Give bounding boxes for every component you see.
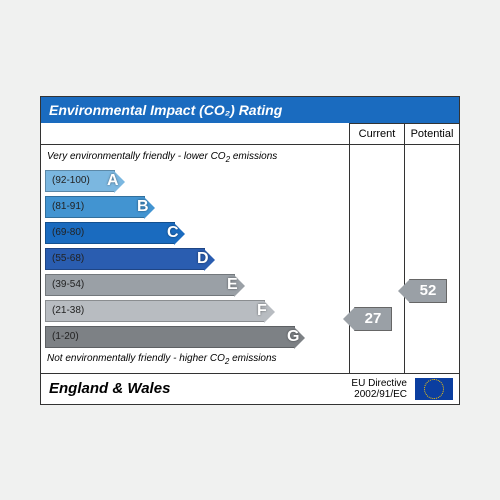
eu-flag-stars (424, 379, 444, 399)
header-spacer (41, 123, 349, 144)
title-bar: Environmental Impact (CO₂) Rating (41, 97, 459, 123)
band-bar-A: (92-100) (45, 170, 115, 192)
band-range-C: (69-80) (46, 227, 84, 238)
band-letter-C: C (167, 224, 179, 242)
band-range-D: (55-68) (46, 253, 84, 264)
footer: England & Wales EU Directive 2002/91/EC (41, 373, 459, 404)
col-head-current: Current (349, 123, 404, 144)
band-F: (21-38) F (45, 299, 349, 323)
chart-body: Very environmentally friendly - lower CO… (41, 145, 459, 373)
region-label: England & Wales (41, 374, 349, 404)
current-column: 27 (349, 145, 404, 373)
directive-line1: EU Directive (351, 378, 407, 389)
band-bar-G: (1-20) (45, 326, 295, 348)
band-letter-D: D (197, 250, 209, 268)
potential-column: 52 (404, 145, 459, 373)
band-G: (1-20) G (45, 325, 349, 349)
band-bar-C: (69-80) (45, 222, 175, 244)
band-letter-G: G (287, 328, 299, 346)
band-bar-F: (21-38) (45, 300, 265, 322)
band-range-A: (92-100) (46, 175, 90, 186)
band-range-F: (21-38) (46, 305, 84, 316)
band-letter-B: B (137, 198, 149, 216)
column-headers: Current Potential (41, 123, 459, 145)
directive-label: EU Directive 2002/91/EC (349, 374, 413, 404)
caption-bottom: Not environmentally friendly - higher CO… (45, 351, 349, 369)
band-bar-E: (39-54) (45, 274, 235, 296)
band-bar-D: (55-68) (45, 248, 205, 270)
ei-rating-card: Environmental Impact (CO₂) Rating Curren… (40, 96, 460, 405)
band-bar-B: (81-91) (45, 196, 145, 218)
bands-column: Very environmentally friendly - lower CO… (41, 145, 349, 373)
band-A: (92-100) A (45, 169, 349, 193)
band-range-B: (81-91) (46, 201, 84, 212)
band-letter-F: F (257, 302, 267, 320)
directive-line2: 2002/91/EC (351, 389, 407, 400)
col-head-potential: Potential (404, 123, 459, 144)
band-letter-E: E (227, 276, 238, 294)
eu-flag-icon (415, 378, 453, 400)
band-D: (55-68) D (45, 247, 349, 271)
band-range-E: (39-54) (46, 279, 84, 290)
current-pointer: 27 (354, 307, 392, 331)
band-letter-A: A (107, 172, 119, 190)
band-B: (81-91) B (45, 195, 349, 219)
current-value: 27 (354, 307, 392, 331)
caption-top: Very environmentally friendly - lower CO… (45, 149, 349, 167)
band-C: (69-80) C (45, 221, 349, 245)
band-E: (39-54) E (45, 273, 349, 297)
potential-pointer: 52 (409, 279, 447, 303)
band-range-G: (1-20) (46, 331, 79, 342)
potential-value: 52 (409, 279, 447, 303)
